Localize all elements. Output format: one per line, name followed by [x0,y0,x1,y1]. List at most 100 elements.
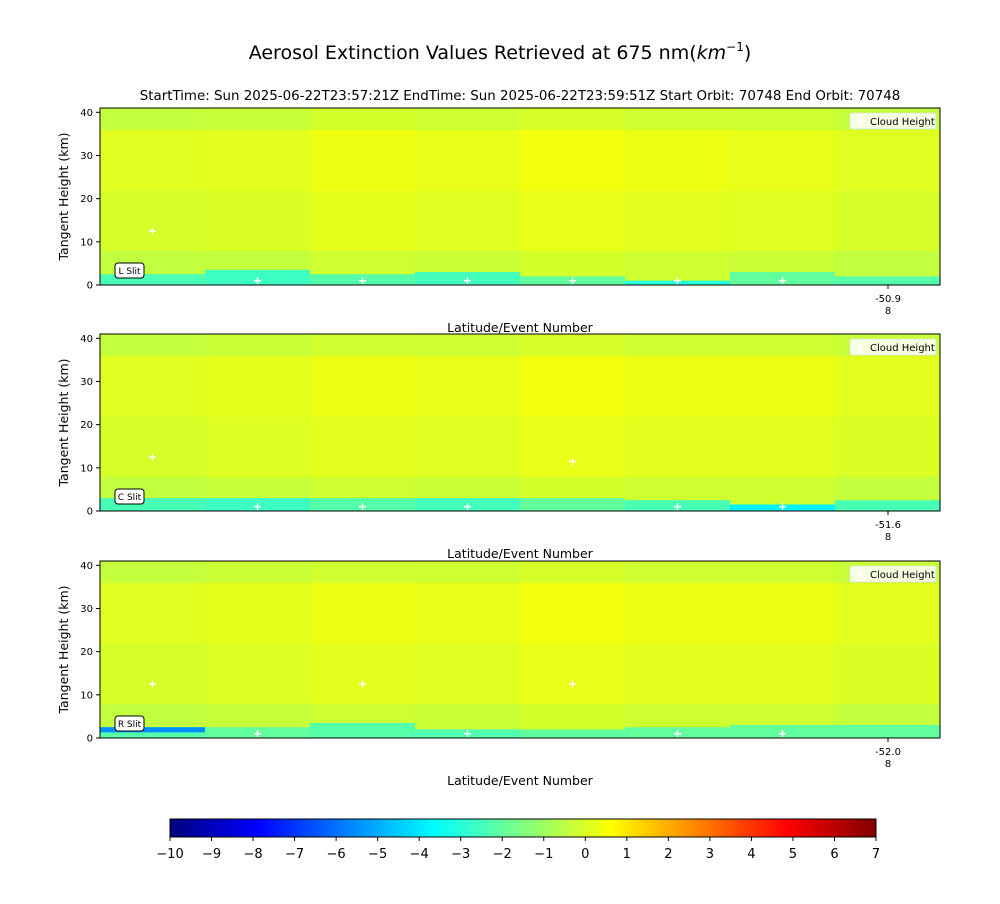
y-tick-label: 10 [80,237,93,248]
heatmap-cell [730,334,836,357]
cloud-height-marker [254,503,261,511]
colorbar-tick-label: −5 [368,847,387,862]
y-tick-label: 0 [87,734,93,745]
legend-label: Cloud Height [870,570,935,581]
colorbar-tick-label: −9 [202,847,221,862]
y-tick-label: 0 [87,507,93,518]
panel-c-slit: 0 10 20 30 40 Tangent Height (km) -51.68 Latitu… [56,333,941,561]
x-axis-label: Latitude/Event Number [447,546,594,561]
x-tick-event: 8 [885,759,891,770]
y-tick-label: 20 [80,194,93,205]
heatmap-cell [205,129,311,191]
legend: Cloud Height [849,565,937,583]
cloud-height-marker [569,680,576,688]
cloud-height-marker [569,277,576,285]
cloud-height-marker [254,277,261,285]
heatmap-cell [415,129,521,191]
y-axis-label: Tangent Height (km) [56,585,71,714]
heatmap-low-layer [835,276,940,285]
colorbar-tick-label: −4 [410,847,429,862]
heatmap-cell [415,190,521,251]
plot-frame [99,333,941,512]
heatmap-low-layer [310,722,415,738]
heatmap-cell [625,561,731,584]
heatmap-low-layer [835,500,940,511]
cloud-height-marker [779,277,786,285]
heatmap-cell [520,334,626,357]
x-axis-label: Latitude/Event Number [447,773,594,788]
heatmap-cell [730,355,836,417]
cloud-height-marker [359,680,366,688]
figure-subtitle: StartTime: Sun 2025-06-22T23:57:21Z EndT… [140,89,901,104]
heatmap-cell [415,108,521,131]
heatmap-cell [625,334,731,357]
panel-r-slit: 0 10 20 30 40 Tangent Height (km) -52.08 Latitu… [56,560,941,788]
cloud-height-marker [674,277,681,285]
x-axis-label: Latitude/Event Number [447,320,594,335]
colorbar-tick-label: 2 [664,847,672,862]
heatmap-low-layer [100,727,205,738]
y-tick-label: 40 [80,561,93,572]
heatmap-cell [520,416,626,477]
x-tick-latitude: -51.6 [875,520,901,531]
heatmap-cell [310,582,416,644]
y-tick-label: 10 [80,690,93,701]
heatmap-cell [520,190,626,251]
y-tick-label: 0 [87,281,93,292]
slit-label: C Slit [118,493,142,503]
x-tick-latitude: -52.0 [875,747,901,758]
heatmap-cell [205,334,311,357]
heatmap-cell [520,129,626,191]
heatmap-cell [415,355,521,417]
heatmap-cell [835,582,941,644]
heatmap-cell [310,416,416,477]
heatmap-cell [415,561,521,584]
cloud-height-marker [779,730,786,738]
heatmap-cell [625,190,731,251]
cloud-height-marker [149,680,156,688]
heatmap-cell [415,416,521,477]
heatmap-cell [205,355,311,417]
cloud-height-marker [674,730,681,738]
cloud-height-marker [779,503,786,511]
y-tick-label: 30 [80,151,93,162]
cloud-height-marker [359,277,366,285]
cloud-height-marker [359,503,366,511]
heatmap-cell [625,108,731,131]
heatmap-cell [730,582,836,644]
colorbar-tick-label: −6 [327,847,346,862]
heatmap-cell [625,416,731,477]
colorbar-ticks: −10 −9 −8 −7 −6 −5 −4 −3 −2 −1 0 1 2 3 4 5 6 7 [156,837,880,862]
legend-marker [856,343,863,351]
heatmap-cell [100,416,206,477]
x-tick-event: 8 [885,306,891,317]
heatmap-cell [835,129,941,191]
heatmap-cell [520,582,626,644]
y-tick-label: 10 [80,463,93,474]
heatmap-cell [100,190,206,251]
heatmap-cell [625,129,731,191]
heatmap-cell [730,643,836,704]
y-tick-label: 40 [80,108,93,119]
y-tick-label: 40 [80,334,93,345]
colorbar-tick-label: −2 [493,847,512,862]
heatmap-cell [520,355,626,417]
cloud-height-marker [569,457,576,465]
y-axis-label: Tangent Height (km) [56,358,71,487]
heatmap-cell [415,334,521,357]
legend-marker [856,117,863,125]
colorbar-tick-label: 0 [581,847,589,862]
heatmap-cell [835,190,941,251]
y-tick-label: 20 [80,420,93,431]
heatmap-cell [205,108,311,131]
cloud-height-marker [674,503,681,511]
colorbar-tick-label: 5 [789,847,797,862]
heatmap-cell [310,334,416,357]
heatmap-cell [835,416,941,477]
heatmap-cell [625,355,731,417]
colorbar-tick-label: −8 [243,847,262,862]
plot-frame [99,560,941,739]
x-tick-event: 8 [885,532,891,543]
heatmap-low-layer [835,725,940,738]
